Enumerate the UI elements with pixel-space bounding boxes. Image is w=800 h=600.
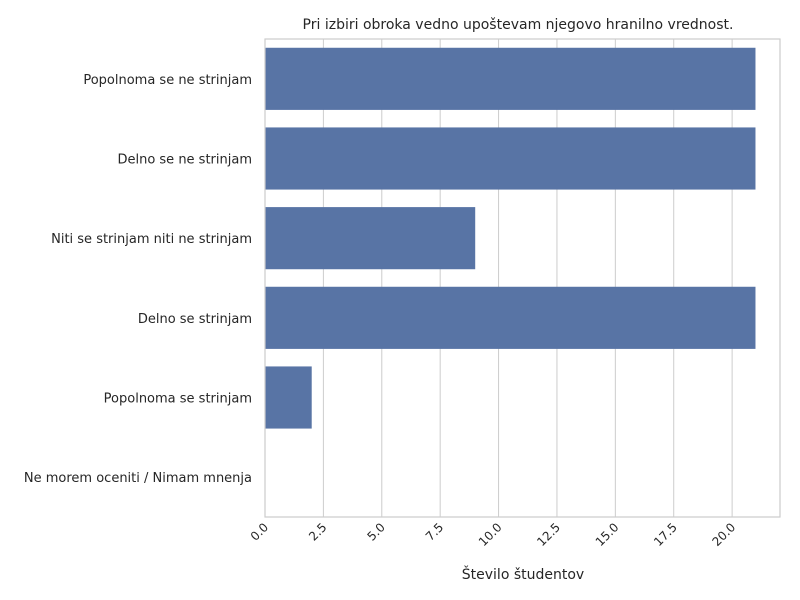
x-tick-label: 12.5 <box>534 520 563 549</box>
bar <box>265 366 312 429</box>
bars <box>265 47 756 429</box>
category-label: Delno se strinjam <box>138 312 252 327</box>
chart-title: Pri izbiri obroka vedno upoštevam njegov… <box>303 17 734 33</box>
plot-frame <box>264 38 781 518</box>
bar <box>265 127 756 190</box>
category-label: Niti se strinjam niti ne strinjam <box>51 232 252 247</box>
x-tick-labels: 0.0 2.5 5.0 7.5 10.0 12.5 15.0 17.5 20.0 <box>248 520 739 549</box>
x-tick-label: 0.0 <box>248 520 271 543</box>
bar <box>265 207 476 270</box>
grid-lines <box>264 39 733 517</box>
category-label: Popolnoma se ne strinjam <box>83 73 252 88</box>
x-tick-label: 17.5 <box>651 520 680 549</box>
x-tick-label: 10.0 <box>476 520 505 549</box>
x-tick-label: 2.5 <box>306 520 329 543</box>
category-label: Popolnoma se strinjam <box>104 392 252 407</box>
category-label: Ne morem oceniti / Nimam mnenja <box>24 471 252 486</box>
x-tick-label: 15.0 <box>593 520 622 549</box>
x-tick-label: 5.0 <box>365 520 388 543</box>
x-tick-label: 7.5 <box>423 520 446 543</box>
x-axis-label: Število študentov <box>462 565 584 583</box>
x-tick-label: 20.0 <box>709 520 738 549</box>
bar <box>265 47 756 110</box>
category-label: Delno se ne strinjam <box>117 153 252 168</box>
category-labels: Popolnoma se ne strinjam Delno se ne stri… <box>24 73 252 486</box>
bar <box>265 286 756 349</box>
